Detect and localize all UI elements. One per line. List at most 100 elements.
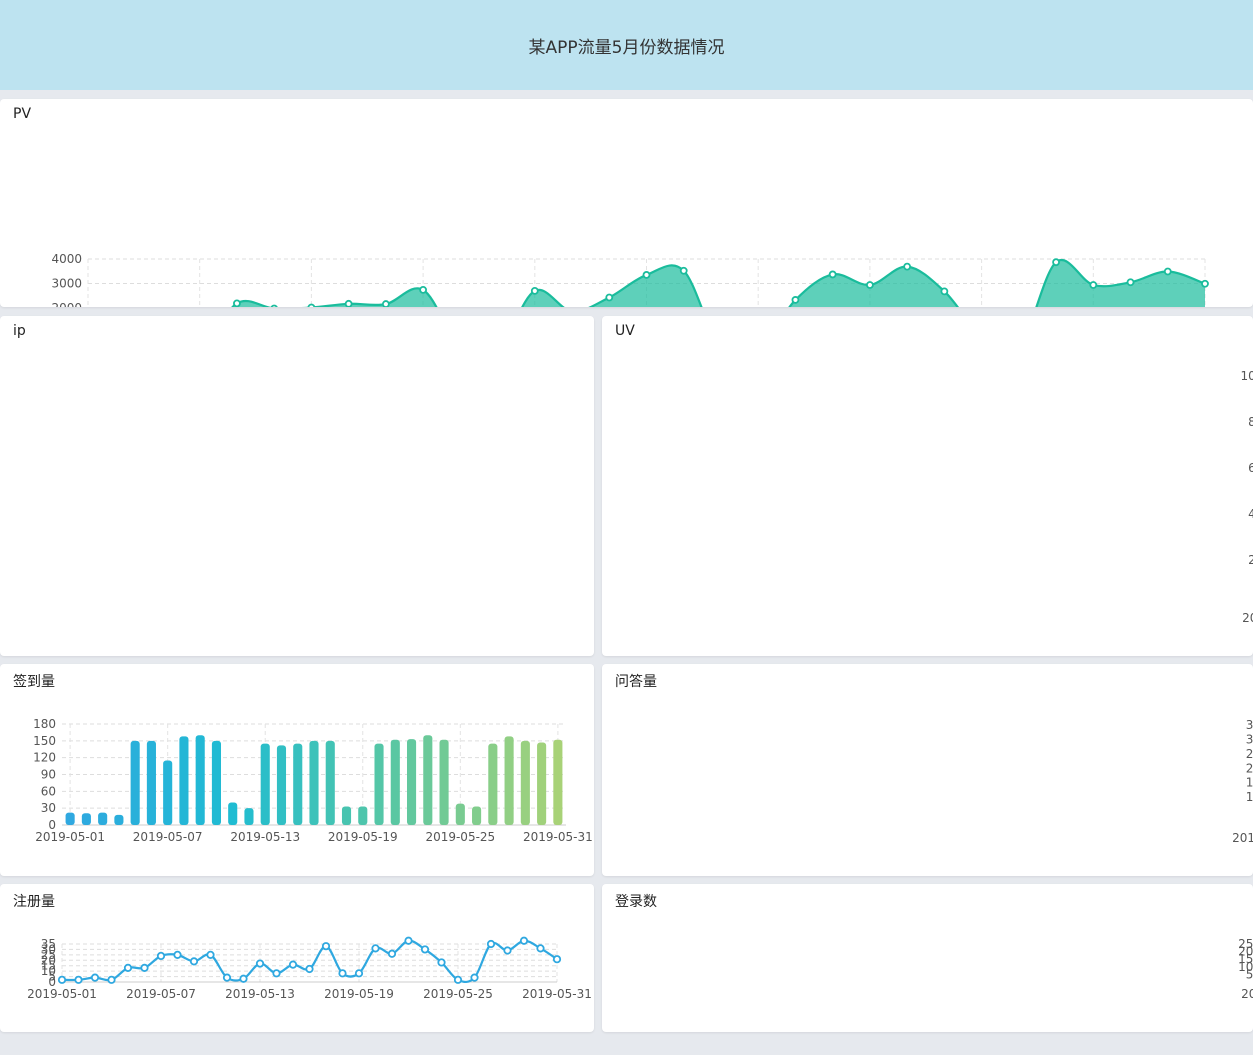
data-point: [420, 945, 430, 954]
data-point: [503, 946, 512, 955]
data-point: [74, 975, 83, 984]
data-point: [381, 300, 390, 307]
y-tick-label: 200: [1248, 553, 1253, 567]
pv-chart: 010002000300040002019-05-012019-05-04201…: [51, 252, 1209, 307]
y-tick-label: 400: [1248, 507, 1253, 521]
register-chart-title: 注册量: [13, 894, 55, 910]
uv-chart: 020040060080010002019-05-012019-05-07201…: [1240, 369, 1253, 625]
data-point: [90, 973, 100, 982]
bar: [439, 739, 449, 825]
data-point: [866, 281, 874, 289]
ip-panel: ip 01002003004002019-05-012019-05-042019…: [0, 316, 594, 656]
y-tick-label: 90: [41, 768, 56, 782]
y-tick-label: 35: [41, 937, 56, 951]
bar: [504, 736, 514, 825]
y-tick-label: 100: [1238, 960, 1253, 974]
x-tick-label: 2019-05-01: [27, 987, 97, 1001]
data-point: [344, 299, 353, 307]
data-point: [288, 960, 298, 969]
data-point: [536, 944, 545, 953]
data-point: [404, 936, 413, 945]
pv-panel: PV 010002000300040002019-05-012019-05-04…: [0, 99, 1253, 307]
bar: [146, 740, 156, 825]
y-tick-label: 15: [1246, 776, 1253, 790]
data-point: [387, 949, 397, 958]
y-tick-label: 15: [41, 959, 56, 973]
data-point: [470, 973, 479, 982]
bar: [325, 740, 335, 825]
qa-chart-title: 问答量: [615, 674, 657, 690]
bar: [390, 739, 400, 825]
data-point: [189, 957, 199, 966]
data-point: [1163, 267, 1172, 276]
data-point: [173, 950, 182, 959]
pv-chart-title: PV: [13, 106, 32, 122]
y-tick-label: 800: [1248, 415, 1253, 429]
y-tick-label: 60: [41, 784, 56, 798]
bar: [81, 813, 91, 825]
y-tick-label: 2000: [51, 301, 82, 307]
uv-chart-title: UV: [615, 323, 635, 339]
data-point: [519, 936, 529, 945]
y-tick-label: 10: [1246, 790, 1253, 804]
y-tick-label: 0: [48, 975, 56, 989]
data-point: [255, 959, 265, 968]
bar: [211, 740, 222, 825]
qa-panel: 问答量 051015202530352019-05-012019-05-0720…: [602, 664, 1253, 876]
data-point: [903, 262, 912, 271]
bar: [423, 735, 433, 825]
y-tick-label: 20: [41, 953, 56, 967]
data-point: [305, 964, 314, 974]
data-point: [1052, 258, 1060, 267]
x-tick-label: 2019-05-19: [328, 830, 398, 844]
data-point: [940, 287, 949, 296]
x-tick-label: 2019-05-31: [522, 987, 592, 1001]
y-tick-label: 1000: [1240, 369, 1253, 383]
x-tick-label: 2019-05-01: [1242, 611, 1253, 625]
data-point: [453, 975, 463, 984]
bar: [244, 808, 254, 825]
bar: [472, 806, 482, 825]
signin-chart-title: 签到量: [13, 674, 55, 690]
y-tick-label: 3000: [51, 277, 82, 291]
x-tick-label: 2019-05-01: [35, 830, 105, 844]
y-tick-label: 30: [1246, 732, 1253, 746]
area-fill: [232, 260, 1205, 307]
y-tick-label: 180: [33, 717, 56, 731]
page-title: 某APP流量5月份数据情况: [528, 37, 725, 58]
bar: [488, 743, 498, 825]
data-point: [354, 969, 364, 978]
y-tick-label: 30: [41, 942, 56, 956]
y-tick-label: 50: [1246, 967, 1253, 981]
data-point: [57, 975, 67, 984]
data-point: [486, 939, 496, 949]
y-tick-label: 25: [41, 948, 56, 962]
x-tick-label: 2019-05-25: [425, 830, 495, 844]
register-panel: 注册量 0 5 10 15 20 25 30 35 2019-05-01 2019-05-07 20…: [0, 884, 594, 1032]
data-point: [1089, 281, 1098, 289]
bar: [455, 803, 465, 825]
y-tick-label: 150: [1238, 952, 1253, 966]
bar: [114, 814, 124, 825]
data-point: [206, 950, 215, 959]
bar: [553, 739, 563, 825]
bar: [293, 743, 303, 825]
x-tick-label: 2019-05-25: [423, 987, 493, 1001]
data-point: [1201, 279, 1209, 288]
data-point: [371, 944, 380, 953]
signin-chart: 0 30 60 90 120 150 180 2019-05-01 2019-05-07 2019…: [33, 717, 593, 844]
y-tick-label: 4000: [51, 252, 82, 266]
y-tick-label: 10: [41, 964, 56, 978]
y-tick-label: 20: [1246, 761, 1253, 775]
login-panel: 登录数 0501001502002502019-05-012019-05-072…: [602, 884, 1253, 1032]
data-point: [437, 958, 446, 967]
x-tick-label: 2019-05-01: [1232, 831, 1253, 845]
y-tick-label: 5: [48, 970, 56, 984]
bar: [195, 735, 205, 825]
x-tick-label: 2019-05-01: [1241, 987, 1253, 1001]
y-tick-label: 200: [1238, 945, 1253, 959]
x-tick-label: 2019-05-13: [225, 987, 295, 1001]
bar: [520, 740, 530, 825]
bar: [98, 812, 108, 825]
bar: [374, 743, 384, 825]
